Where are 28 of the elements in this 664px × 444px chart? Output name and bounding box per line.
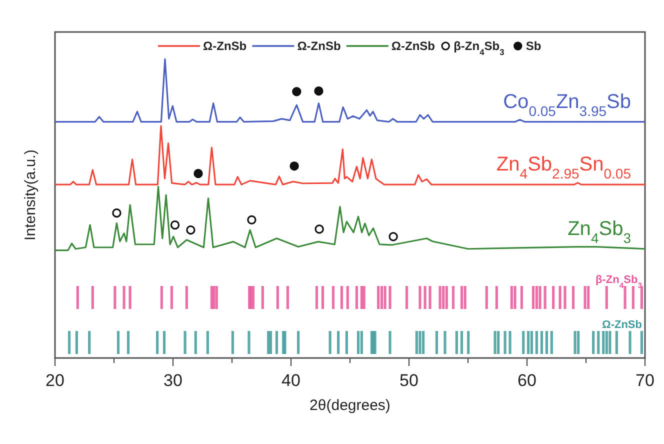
x-tick-label: 30 bbox=[164, 371, 182, 390]
annotation: Zn$_{4}$Sb$_{3}$ bbox=[568, 218, 632, 246]
point bbox=[388, 232, 398, 242]
legend-label: Ω-ZnSb bbox=[391, 39, 436, 53]
x-tick-label: 50 bbox=[400, 371, 418, 390]
point bbox=[292, 86, 302, 96]
x-axis-title: 2θ(degrees) bbox=[310, 397, 390, 414]
legend-label: Ω-ZnSb bbox=[297, 39, 341, 53]
x-tick-label: 20 bbox=[46, 371, 64, 390]
x-tick-label: 70 bbox=[636, 371, 654, 390]
point bbox=[290, 161, 299, 171]
point bbox=[170, 220, 180, 230]
legend-label: Sb bbox=[526, 39, 542, 53]
point bbox=[112, 208, 122, 218]
point bbox=[194, 168, 203, 178]
legend-label: Ω-ZnSb bbox=[203, 39, 247, 53]
x-tick-label: 40 bbox=[282, 371, 300, 390]
series-label: β-Zn$_{4}$Sb$_{3}$ bbox=[596, 274, 642, 290]
x-tick-label: 60 bbox=[518, 371, 536, 390]
annotation: Zn$_{4}$Sb$_{2.95}$Sn$_{0.05}$ bbox=[496, 154, 632, 182]
legend-label: β-Zn$_{4}$Sb$_{3}$ bbox=[454, 39, 505, 57]
point bbox=[186, 225, 196, 235]
series-label: Ω-ZnSb bbox=[602, 319, 642, 331]
point bbox=[247, 215, 256, 224]
annotation: Co$_{0.05}$Zn$_{3.95}$Sb bbox=[503, 90, 631, 119]
y-axis-title: Intensity(a.u.) bbox=[22, 150, 39, 240]
point bbox=[314, 224, 324, 234]
point bbox=[314, 86, 324, 96]
